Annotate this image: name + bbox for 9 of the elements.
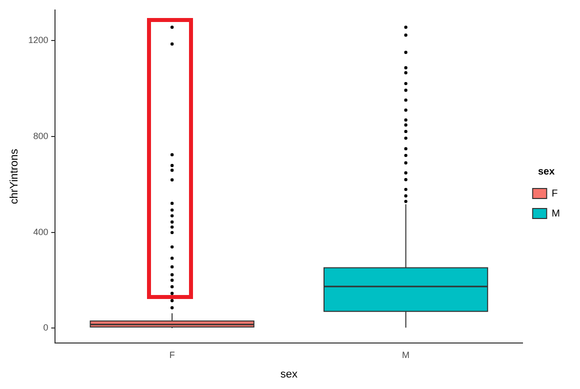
- legend-label: F: [552, 188, 558, 200]
- y-tick-label: 0: [43, 322, 48, 333]
- legend-title: sex: [538, 166, 556, 178]
- legend-label: M: [552, 208, 560, 220]
- x-axis-title: sex: [280, 368, 298, 380]
- y-axis-title: chrYintrons: [8, 148, 21, 204]
- y-tick-label: 400: [33, 226, 48, 237]
- y-tick-label: 800: [33, 130, 48, 141]
- y-tick-label: 1200: [28, 35, 48, 46]
